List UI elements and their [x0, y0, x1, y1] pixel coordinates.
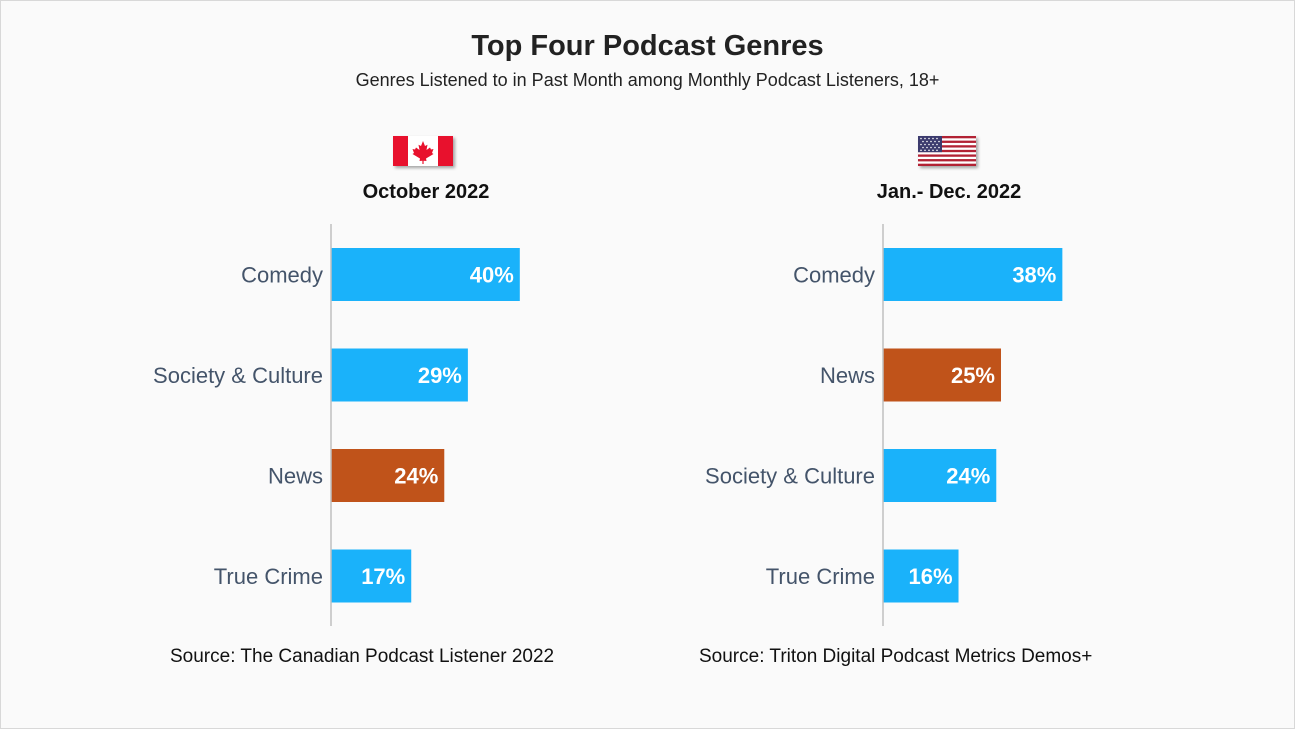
usa-category-label-1: News — [820, 363, 875, 388]
usa-value-label-1: 25% — [951, 363, 995, 388]
canada-period-label: October 2022 — [362, 181, 490, 203]
canada-value-label-2: 24% — [394, 464, 438, 489]
chart-subtitle: Genres Listened to in Past Month among M… — [355, 70, 940, 90]
usa-bar-chart: Comedy 38% News 25% Society & Culture 24% True… — [705, 224, 1063, 626]
usa-category-label-0: Comedy — [793, 263, 875, 288]
usa-category-label-3: True Crime — [766, 564, 875, 589]
canada-value-label-3: 17% — [361, 564, 405, 589]
usa-value-label-3: 16% — [908, 564, 952, 589]
canada-value-label-1: 29% — [418, 363, 462, 388]
canada-category-label-3: True Crime — [214, 564, 323, 589]
canada-bar-chart: Comedy 40% Society & Culture 29% News 24% True… — [153, 224, 520, 626]
usa-bar-3 — [883, 549, 959, 603]
usa-category-label-2: Society & Culture — [705, 464, 875, 489]
canada-flag-icon — [393, 136, 453, 166]
canada-value-label-0: 40% — [470, 263, 514, 288]
canada-category-label-0: Comedy — [241, 263, 323, 288]
usa-bar-0 — [883, 248, 1063, 301]
usa-period-label: Jan.- Dec. 2022 — [876, 181, 1022, 203]
canada-category-label-2: News — [268, 464, 323, 489]
canada-category-label-1: Society & Culture — [153, 363, 323, 388]
usa-flag-icon — [918, 136, 976, 166]
canada-bar-3 — [331, 549, 412, 603]
canada-bar-2 — [331, 449, 445, 502]
canada-bar-0 — [331, 248, 520, 301]
canada-source-note: Source: The Canadian Podcast Listener 20… — [170, 646, 555, 667]
usa-bar-2 — [883, 449, 997, 502]
usa-bar-1 — [883, 348, 1001, 402]
usa-source-note: Source: Triton Digital Podcast Metrics D… — [699, 646, 1093, 667]
canada-bar-1 — [331, 348, 468, 402]
usa-value-label-2: 24% — [946, 464, 990, 489]
chart-title: Top Four Podcast Genres — [471, 30, 824, 62]
usa-value-label-0: 38% — [1012, 263, 1056, 288]
